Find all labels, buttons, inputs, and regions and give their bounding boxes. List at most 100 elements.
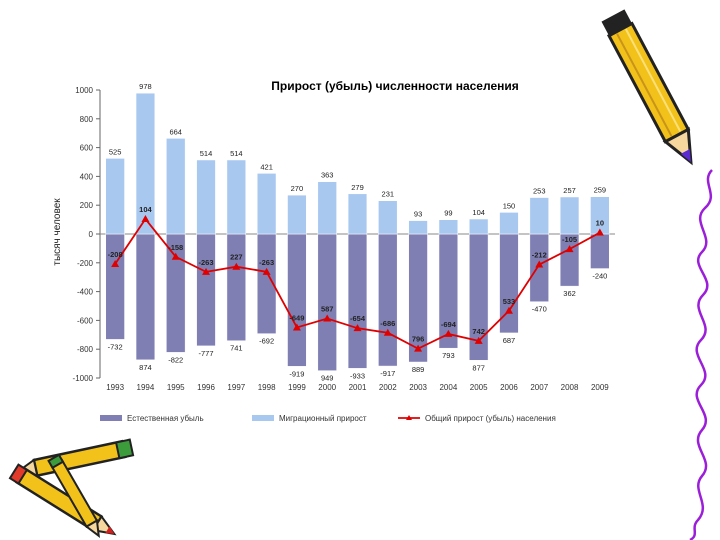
line-value-label: -263: [199, 258, 214, 267]
y-tick-label: 600: [80, 144, 94, 153]
bar-value-label: -777: [199, 349, 214, 358]
x-tick-label: 2006: [500, 383, 518, 392]
line-value-label: -105: [562, 235, 577, 244]
bar: [499, 212, 519, 235]
bar-value-label: 793: [442, 351, 455, 360]
legend-label: Миграционный прирост: [279, 414, 367, 423]
line-value-label: 587: [321, 305, 334, 314]
bar-value-label: -919: [289, 369, 304, 378]
bar-value-label: 687: [503, 336, 516, 345]
bar: [226, 159, 246, 235]
y-tick-label: -800: [77, 345, 94, 354]
bar-value-label: 253: [533, 187, 546, 196]
bar-value-label: 741: [230, 344, 243, 353]
line-value-label: 227: [230, 253, 243, 262]
line-value-label: -158: [168, 243, 183, 252]
x-tick-label: 1998: [258, 383, 276, 392]
line-point: [474, 336, 483, 344]
x-tick-label: 2003: [409, 383, 427, 392]
x-tick-label: 2009: [591, 383, 609, 392]
bar-value-label: 877: [472, 363, 485, 372]
bar-value-label: 279: [351, 183, 364, 192]
line-value-label: -212: [532, 251, 547, 260]
line-value-label: -694: [441, 320, 457, 329]
line-value-label: 533: [503, 297, 516, 306]
bar: [166, 138, 186, 235]
bar: [590, 196, 610, 235]
line-value-label: -654: [350, 314, 366, 323]
line-point: [535, 260, 544, 268]
bar-value-label: 874: [139, 363, 152, 372]
bar: [105, 158, 125, 235]
line-point: [262, 267, 271, 275]
x-tick-label: 2001: [349, 383, 367, 392]
bar-value-label: 514: [200, 149, 213, 158]
bar: [408, 220, 428, 235]
bar: [317, 233, 337, 371]
series-total-change: -208 104 -158 -263 227 -263 -649 587 -654 -686 796…: [108, 205, 604, 352]
x-tick-label: 1999: [288, 383, 306, 392]
bar: [287, 233, 307, 367]
bar-value-label: 99: [444, 209, 452, 218]
bar: [378, 200, 398, 235]
y-tick-label: -200: [77, 259, 94, 268]
bar: [196, 233, 216, 347]
bar: [347, 233, 368, 369]
bar-value-label: 362: [563, 289, 576, 298]
bar: [347, 193, 368, 235]
y-tick-label: 200: [80, 201, 94, 210]
y-tick-label: 800: [80, 115, 94, 124]
bar-value-label: 664: [169, 127, 182, 136]
bar-value-label: 949: [321, 374, 334, 383]
bar-value-label: -822: [168, 355, 183, 364]
legend: Естественная убыль Миграционный прирост Об…: [100, 414, 556, 423]
bar-value-label: 525: [109, 147, 122, 156]
bar-value-label: 270: [291, 184, 304, 193]
legend-label: Естественная убыль: [127, 414, 204, 423]
line-point: [141, 215, 150, 223]
bar: [529, 197, 549, 235]
x-tick-label: 2000: [318, 383, 336, 392]
line-point: [353, 324, 362, 332]
x-tick-label: 2008: [561, 383, 579, 392]
line-point: [292, 323, 301, 331]
bar-value-label: -240: [592, 272, 607, 281]
bar-value-label: -692: [259, 337, 274, 346]
bar-value-label: 259: [594, 186, 607, 195]
pencil-top-right-icon: [601, 9, 693, 166]
x-tick-label: 1996: [197, 383, 215, 392]
bar-value-label: 889: [412, 365, 425, 374]
legend-label: Общий прирост (убыль) населения: [425, 414, 556, 423]
bar-value-label: 978: [139, 82, 152, 91]
x-tick-label: 2005: [470, 383, 488, 392]
chart-title: Прирост (убыль) численности населения: [271, 79, 519, 93]
y-tick-label: -400: [77, 288, 94, 297]
y-tick-label: 1000: [75, 86, 93, 95]
y-axis-label: тысяч человек: [52, 198, 63, 266]
line-point: [323, 314, 332, 322]
x-tick-label: 1994: [137, 383, 155, 392]
x-tick-label: 2002: [379, 383, 397, 392]
bar: [226, 233, 246, 341]
bar-value-label: -917: [380, 369, 395, 378]
line-value-label: -263: [259, 258, 274, 267]
x-tick-label: 2007: [530, 383, 548, 392]
line-value-label: -649: [289, 313, 304, 322]
bar-value-label: 231: [382, 190, 395, 199]
line-point: [111, 259, 120, 267]
y-tick-label: -1000: [73, 374, 94, 383]
bar-value-label: -732: [108, 342, 123, 351]
x-tick-label: 1997: [227, 383, 245, 392]
bar: [135, 92, 156, 235]
bar: [438, 219, 459, 235]
bar-value-label: -933: [350, 371, 365, 380]
line-value-label: 796: [412, 335, 425, 344]
line-value-label: -208: [108, 250, 123, 259]
y-tick-label: 0: [89, 230, 94, 239]
line-point: [504, 306, 513, 314]
y-tick-label: -600: [77, 316, 94, 325]
series-natural-decline: -732 874 -822 -777 741 -692 -919 949 -933 -917 889…: [105, 233, 610, 383]
line-point: [202, 267, 211, 275]
line-value-label: 104: [139, 205, 152, 214]
